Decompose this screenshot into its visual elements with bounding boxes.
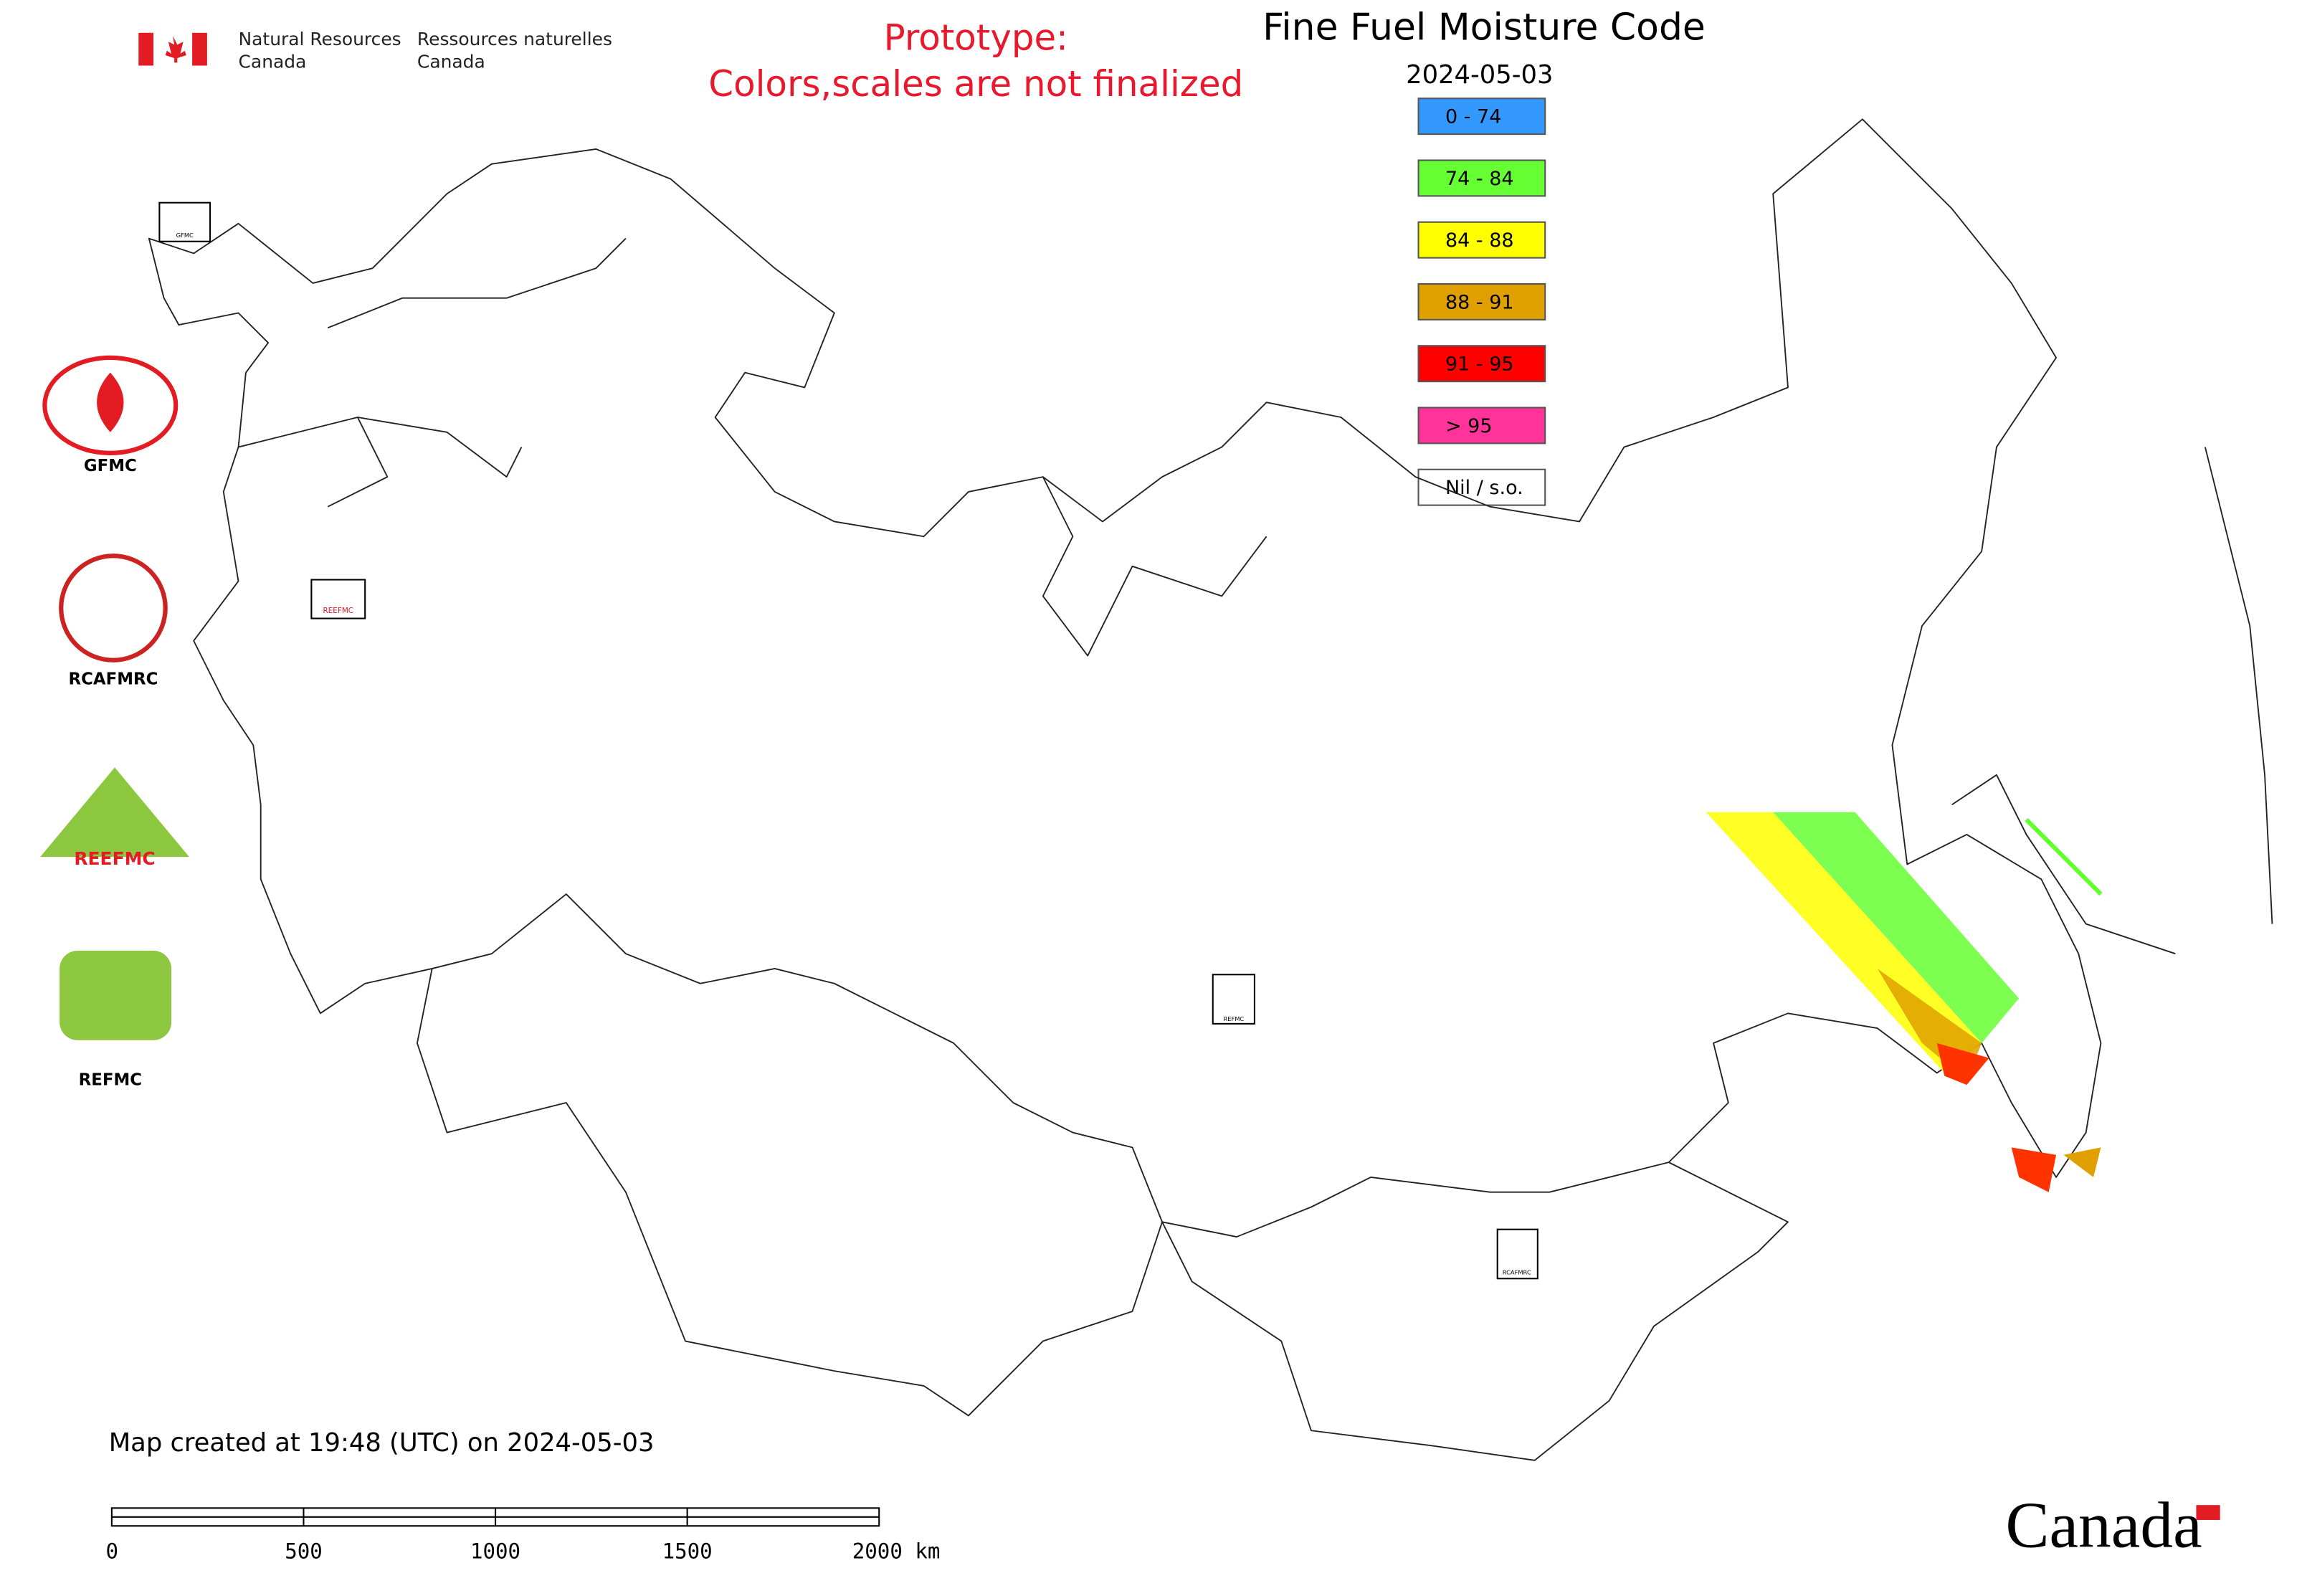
logo-label: REFMC [79,1070,142,1089]
map-date: 2024-05-03 [1406,60,1553,90]
legend-label: 74 - 84 [1445,168,1514,190]
marker-label: REFMC [1223,1015,1244,1022]
marker-label: GFMC [176,232,194,239]
legend-swatch [1417,407,1546,445]
basemap [148,118,2273,1461]
map-title: Fine Fuel Moisture Code [1262,6,1706,49]
dept-en: Natural Resources [239,29,401,49]
legend-label: 0 - 74 [1445,106,1501,128]
scale-label: 1000 [470,1539,520,1564]
fire-raster [1706,812,2103,1192]
logo-label: GFMC [84,457,137,475]
legend-swatch [1417,221,1546,259]
dept-en: Canada [239,51,307,72]
marker-label: RCAFMRC [1503,1268,1531,1276]
scale-label: 1500 [662,1539,713,1564]
scale-label: 0 [106,1539,119,1564]
legend-swatch [1417,98,1546,136]
legend-swatch [1417,282,1546,320]
legend-label: > 95 [1445,415,1493,437]
nrcan-signature: Natural Resources Canada Ressources natu… [138,29,612,72]
legend-swatch [1417,345,1546,383]
legend: 0 - 74 74 - 84 84 - 88 88 - 91 91 - 95 > 95 Ni… [1417,98,1546,506]
logo-label: REEFMC [74,848,155,869]
dept-fr: Canada [417,51,485,72]
dept-fr: Ressources naturelles [417,29,612,49]
legend-label: 88 - 91 [1445,291,1514,313]
creation-note: Map created at 19:48 (UTC) on 2024-05-03 [109,1428,655,1458]
notice: Prototype: [884,17,1068,59]
legend-label: Nil / s.o. [1445,477,1523,499]
legend-label: 84 - 88 [1445,229,1514,252]
marker-label: REEFMC [323,607,353,615]
scale-label: 2000 km [852,1539,941,1564]
logos: GFMC RCAFMRC REEFMC REFMC [40,355,189,1089]
scale-bar: 0 500 1000 1500 2000 km [106,1507,941,1564]
notice: Colors,scales are not finalized [708,63,1243,105]
legend-label: 91 - 95 [1445,353,1514,376]
map-markers: GFMC REEFMC REFMC RCAFMRC [158,201,1538,1280]
legend-swatch [1417,159,1546,197]
logo-label: RCAFMRC [69,670,158,688]
legend-swatch [1417,468,1546,506]
canada-wordmark: Canada [2005,1489,2202,1562]
scale-label: 500 [285,1539,323,1564]
